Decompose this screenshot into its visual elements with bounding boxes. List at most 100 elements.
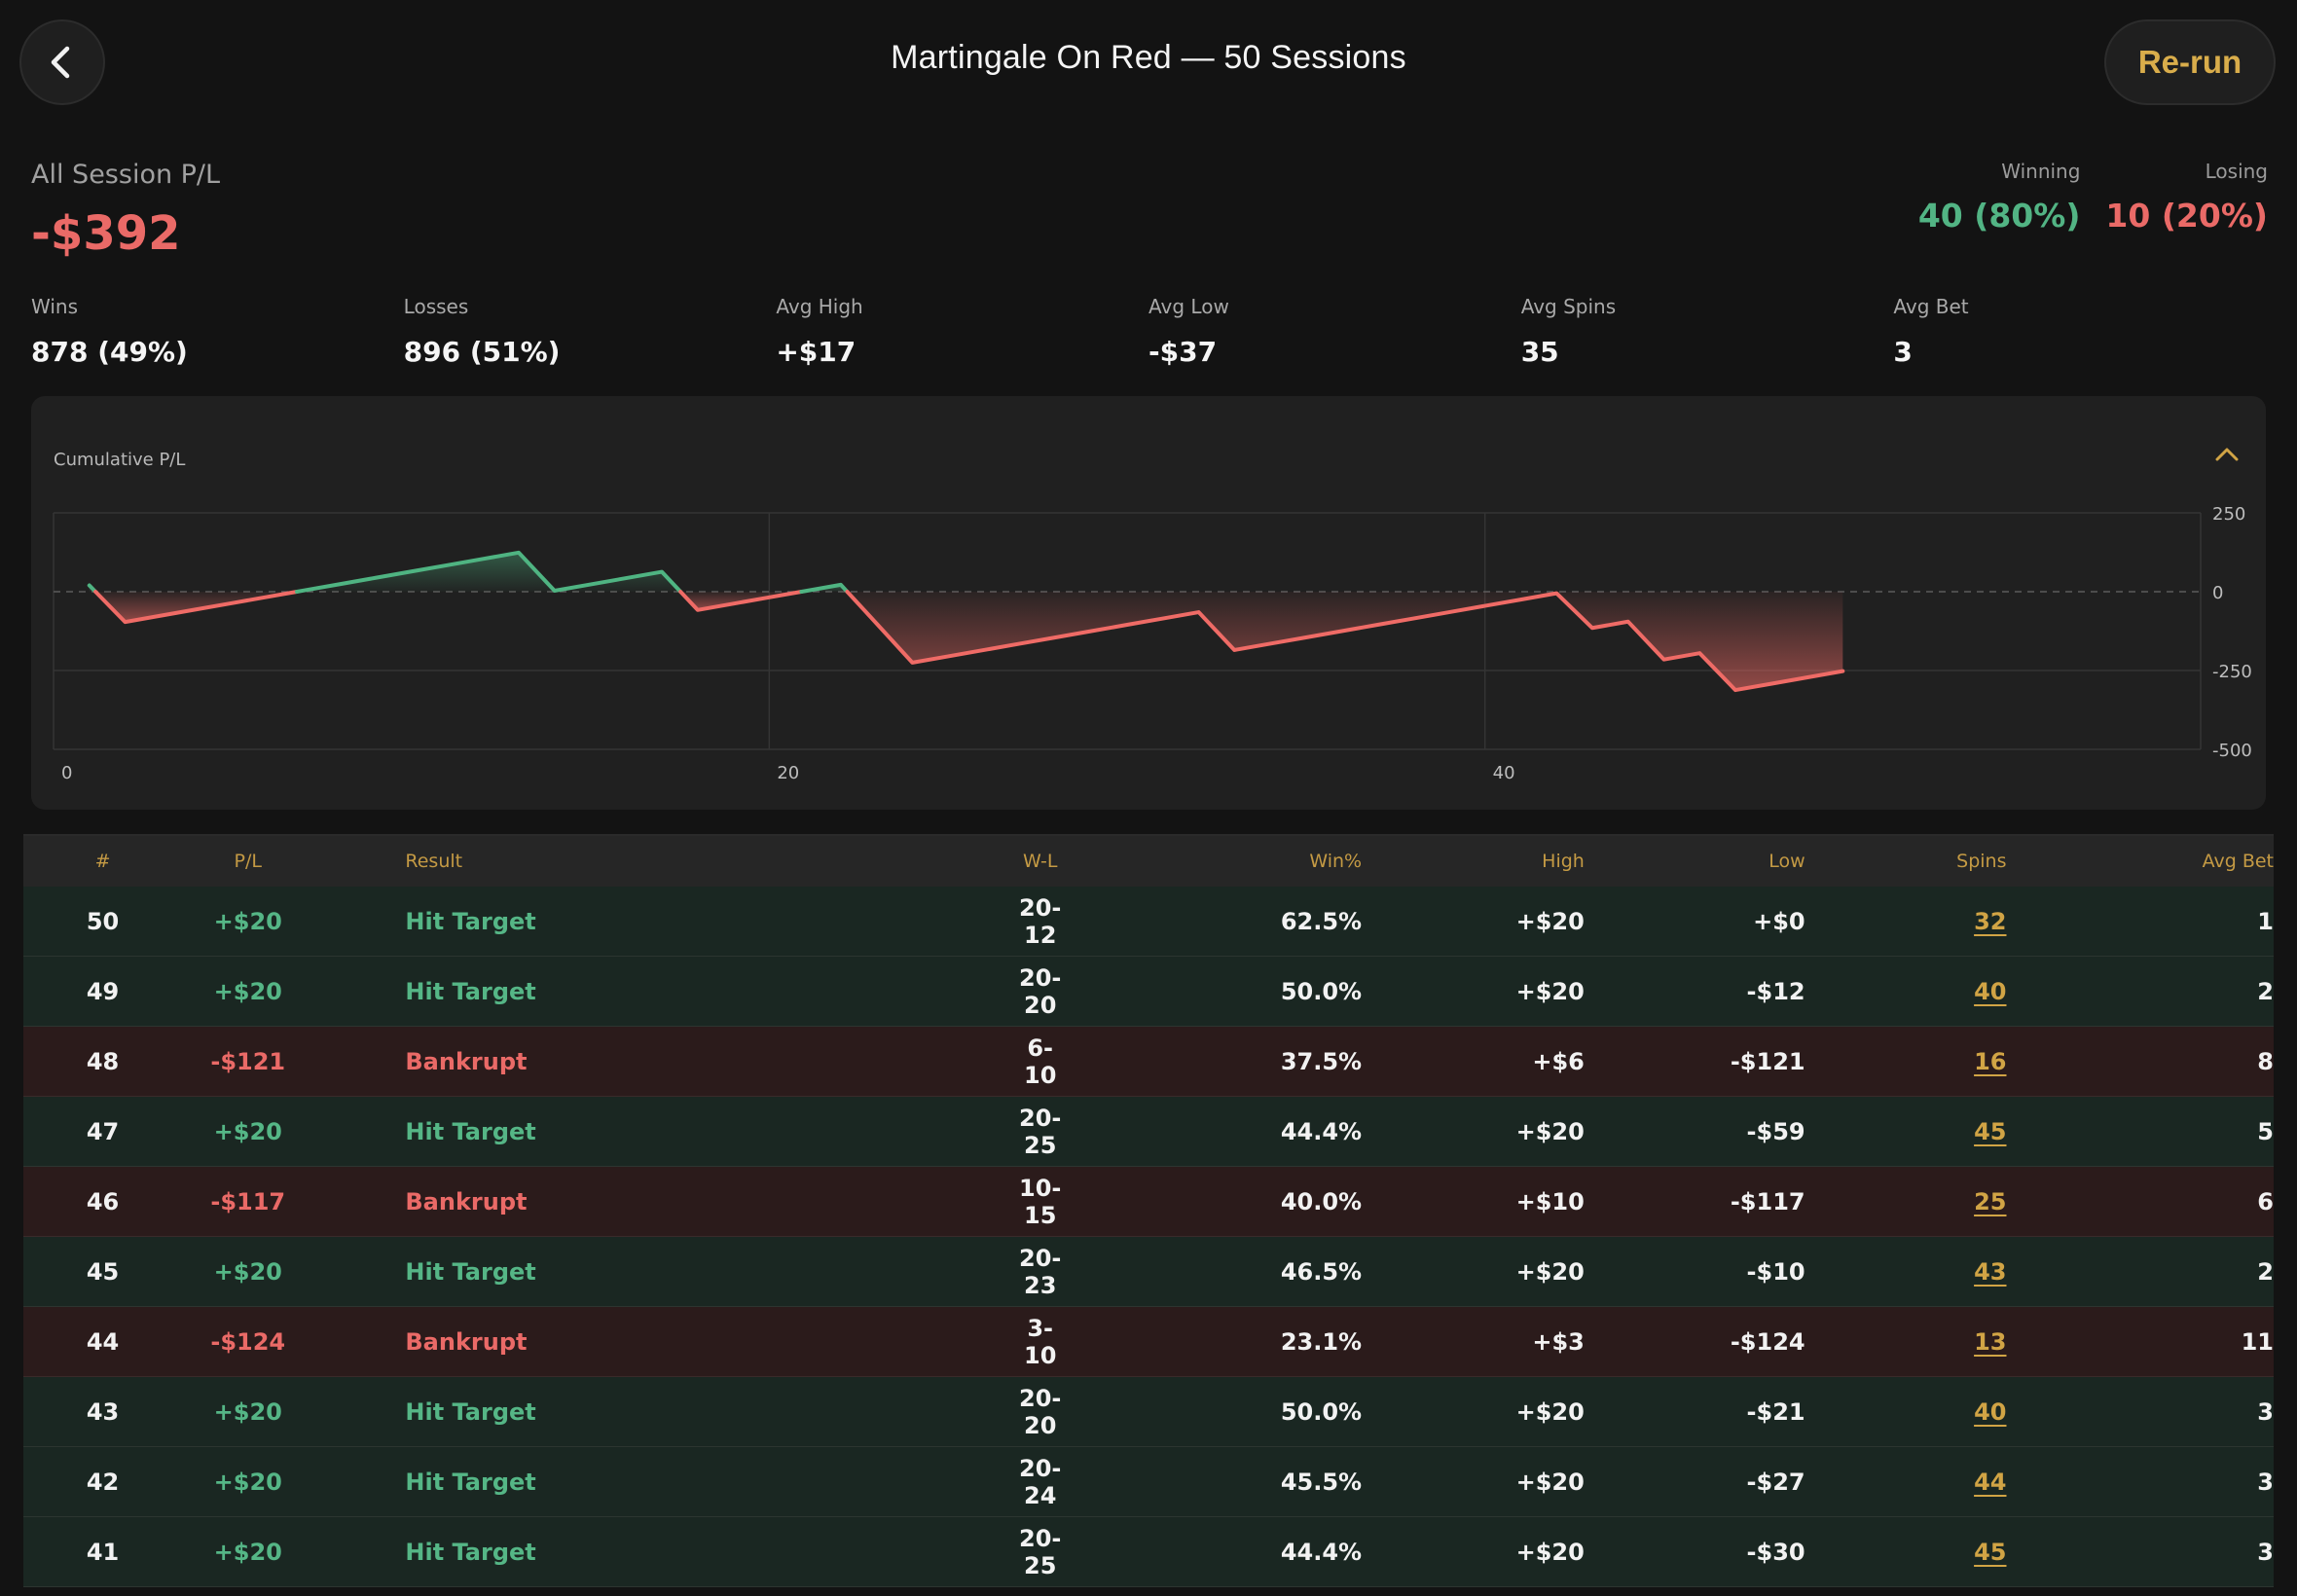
header-pl[interactable]: P/L: [234, 851, 262, 872]
summary-label: All Session P/L: [31, 160, 221, 190]
header-winp[interactable]: Win%: [1309, 851, 1363, 872]
cell-result: Bankrupt: [405, 1327, 528, 1356]
spins-link[interactable]: 40: [1974, 977, 2007, 1005]
line-positive: [799, 582, 850, 594]
stat-wins: Wins 878 (49%): [31, 295, 404, 368]
cell-wl: 20-20: [682, 964, 1070, 1019]
table-body: 50 +$20 Hit Target 20-12 62.5% +$20 +$0 32 1 49 +$…: [23, 887, 2274, 1587]
table-row[interactable]: 47 +$20 Hit Target 20-25 44.4% +$20 -$59 45 5: [23, 1097, 2274, 1167]
cell-high: +$20: [1515, 907, 1585, 935]
chart-grid: [53, 512, 2202, 750]
spins-link[interactable]: 45: [1974, 1117, 2007, 1145]
table-row[interactable]: 44 -$124 Bankrupt 3-10 23.1% +$3 -$124 13 11: [23, 1307, 2274, 1377]
table-row[interactable]: 50 +$20 Hit Target 20-12 62.5% +$20 +$0 32 1: [23, 887, 2274, 957]
cell-result: Hit Target: [405, 1538, 536, 1566]
cell-pl: +$20: [213, 1397, 282, 1426]
cell-result: Hit Target: [405, 1397, 536, 1426]
spins-link[interactable]: 45: [1974, 1538, 2007, 1566]
cumulative-pl-card: 250 0 -250 -500 0 20 40 Cumulative P/L: [31, 396, 2266, 810]
x-tick-label: 20: [777, 763, 799, 783]
table-row[interactable]: 49 +$20 Hit Target 20-20 50.0% +$20 -$12 40 2: [23, 957, 2274, 1027]
line-negative: [678, 590, 804, 612]
x-tick-label: 0: [61, 763, 72, 783]
cell-num: 48: [86, 1047, 120, 1075]
stat-avg-low: Avg Low -$37: [1148, 295, 1521, 368]
chevron-up-icon: [2215, 448, 2239, 461]
cell-high: +$20: [1515, 1117, 1585, 1145]
cell-wl-text: 20-25: [1019, 1104, 1062, 1159]
stat-label: Avg High: [776, 295, 863, 318]
losing-label: Losing: [2205, 160, 2268, 183]
cell-wl: 20-12: [682, 894, 1070, 949]
cell-low: +$0: [1753, 907, 1805, 935]
cell-high: +$20: [1515, 1397, 1585, 1426]
table-row[interactable]: 46 -$117 Bankrupt 10-15 40.0% +$10 -$117 25 6: [23, 1167, 2274, 1237]
back-button[interactable]: [19, 19, 105, 105]
header-avg-bet[interactable]: Avg Bet: [2202, 851, 2274, 872]
stat-value: -$37: [1148, 336, 1218, 368]
spins-link[interactable]: 44: [1974, 1468, 2007, 1496]
cell-num: 43: [86, 1397, 120, 1426]
table-row[interactable]: 45 +$20 Hit Target 20-23 46.5% +$20 -$10 43 2: [23, 1237, 2274, 1307]
stat-avg-bet: Avg Bet 3: [1893, 295, 2266, 368]
line-positive: [295, 550, 683, 594]
header-wl-text: W-L: [1022, 851, 1058, 872]
sessions-table: # P/L Result W-L Win% High Low Spins Avg…: [23, 834, 2274, 1596]
cell-low: -$12: [1746, 977, 1805, 1005]
cell-avg-bet: 11: [2241, 1327, 2274, 1356]
cell-result: Hit Target: [405, 1117, 536, 1145]
header-result[interactable]: Result: [405, 851, 463, 872]
table-row[interactable]: 48 -$121 Bankrupt 6-10 37.5% +$6 -$121 16 8: [23, 1027, 2274, 1097]
cell-avg-bet: 3: [2257, 1397, 2274, 1426]
header-wl[interactable]: W-L: [682, 851, 1070, 872]
cell-spins: 43: [1805, 1257, 2007, 1286]
area-positive: [297, 552, 681, 592]
header-low[interactable]: Low: [1768, 851, 1805, 872]
cell-result: Hit Target: [405, 977, 536, 1005]
cumulative-pl-chart: 250 0 -250 -500 0 20 40: [53, 504, 2252, 783]
cell-winp: 44.4%: [1280, 1117, 1363, 1145]
cell-wl: 3-10: [682, 1315, 1070, 1369]
cell-num: 45: [86, 1257, 120, 1286]
collapse-chart-button[interactable]: [2211, 439, 2242, 470]
stat-label: Avg Bet: [1893, 295, 1969, 318]
cell-wl-text: 20-24: [1019, 1454, 1062, 1509]
cell-pl: +$20: [213, 1468, 282, 1496]
stat-value: 896 (51%): [403, 336, 561, 368]
cell-winp: 40.0%: [1280, 1187, 1363, 1215]
cell-num: 47: [86, 1117, 120, 1145]
y-tick-label: -250: [2212, 662, 2252, 682]
header-num[interactable]: #: [94, 851, 111, 872]
cell-winp: 46.5%: [1280, 1257, 1363, 1286]
cell-pl: -$121: [210, 1047, 286, 1075]
cell-avg-bet: 8: [2257, 1047, 2274, 1075]
line-negative: [93, 590, 300, 625]
cell-high: +$3: [1532, 1327, 1585, 1356]
cell-avg-bet: 3: [2257, 1468, 2274, 1496]
spins-link[interactable]: 25: [1974, 1187, 2007, 1215]
cell-num: 50: [86, 907, 120, 935]
cell-spins: 40: [1805, 977, 2007, 1005]
cell-spins: 32: [1805, 907, 2007, 935]
y-tick-label: 250: [2212, 504, 2245, 525]
stats-row: Wins 878 (49%) Losses 896 (51%) Avg High…: [31, 295, 2266, 368]
table-row[interactable]: 43 +$20 Hit Target 20-20 50.0% +$20 -$21 40 3: [23, 1377, 2274, 1447]
cell-pl: +$20: [213, 907, 282, 935]
header-high[interactable]: High: [1542, 851, 1585, 872]
spins-link[interactable]: 43: [1974, 1257, 2007, 1286]
cell-avg-bet: 3: [2257, 1538, 2274, 1566]
stat-value: 878 (49%): [31, 336, 188, 368]
cell-num: 46: [86, 1187, 120, 1215]
cell-num: 41: [86, 1538, 120, 1566]
y-tick-label: -500: [2212, 741, 2252, 761]
table-row[interactable]: 41 +$20 Hit Target 20-25 44.4% +$20 -$30 45 3: [23, 1517, 2274, 1587]
spins-link[interactable]: 13: [1974, 1327, 2007, 1356]
table-row[interactable]: 42 +$20 Hit Target 20-24 45.5% +$20 -$27 44 3: [23, 1447, 2274, 1517]
spins-link[interactable]: 40: [1974, 1397, 2007, 1426]
spins-link[interactable]: 16: [1974, 1047, 2007, 1075]
rerun-button[interactable]: Re-run: [2104, 19, 2276, 105]
cell-wl-text: 20-20: [1019, 963, 1062, 1019]
header-spins[interactable]: Spins: [1956, 851, 2007, 872]
cell-low: -$59: [1746, 1117, 1805, 1145]
spins-link[interactable]: 32: [1974, 907, 2007, 935]
